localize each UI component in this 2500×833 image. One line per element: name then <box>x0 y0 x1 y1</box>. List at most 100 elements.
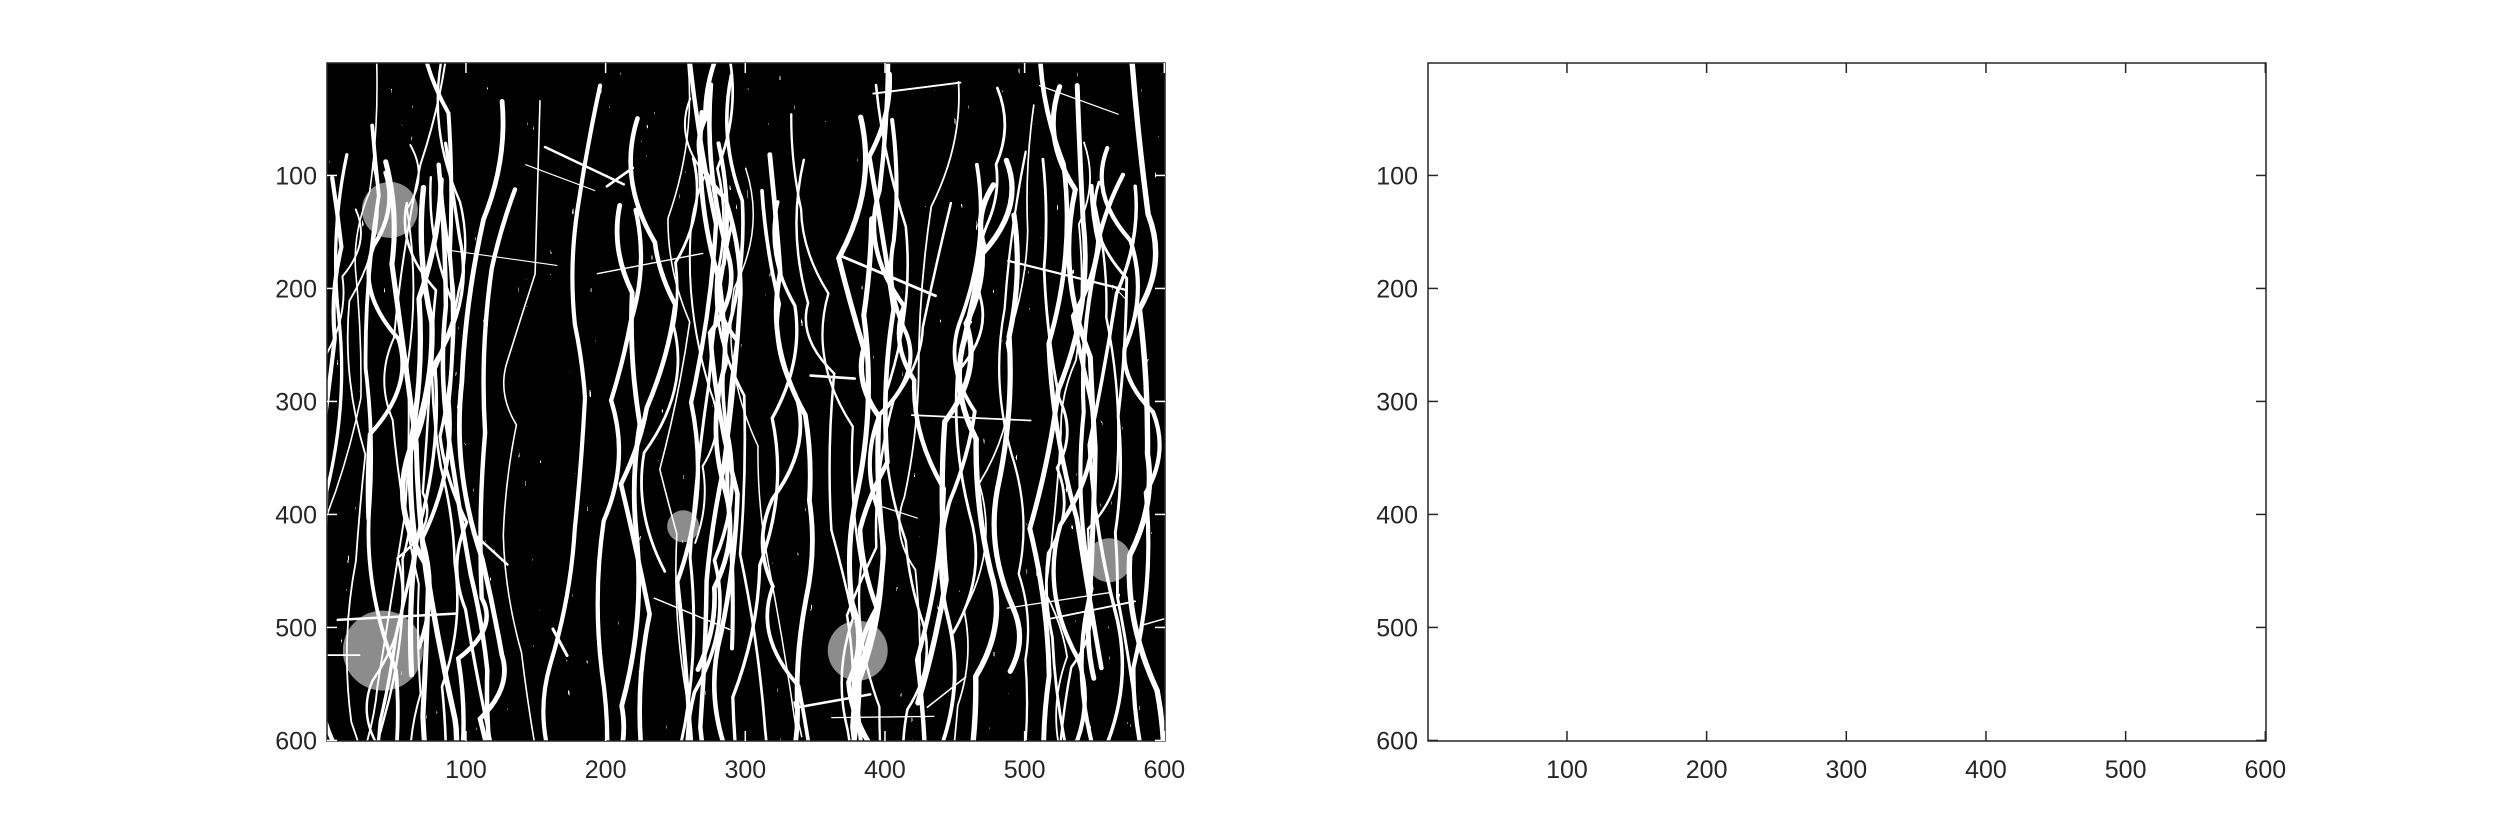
vessel-branch <box>809 374 856 380</box>
y-tick-label: 200 <box>1376 275 1418 303</box>
vessel-streak <box>1044 141 1091 741</box>
vessel-streak <box>938 162 983 741</box>
vessel-streak <box>851 71 897 741</box>
vessel-streak <box>1050 84 1098 681</box>
vessel-branch <box>1007 259 1128 292</box>
vessel-streak <box>327 175 344 741</box>
y-tick-label: 100 <box>1376 162 1418 190</box>
right-image-background <box>1428 63 2266 741</box>
vessel-streak <box>790 113 882 741</box>
vessel-streak <box>383 159 431 741</box>
vessel-streak <box>327 208 362 356</box>
y-tick-label: 400 <box>275 501 317 529</box>
vessel-branch <box>831 715 935 719</box>
right-x-axis: 100 200 300 400 500 600 <box>1546 63 2286 784</box>
vessel-streak <box>707 82 740 741</box>
vessel-streak <box>675 63 719 741</box>
vessel-streak <box>1093 180 1141 741</box>
vessel-branch <box>875 504 918 519</box>
vessel-branch <box>926 676 967 708</box>
y-tick-label: 300 <box>275 388 317 416</box>
vessel-streak <box>951 86 1007 634</box>
vessel-streak <box>679 222 733 741</box>
vessel-streak <box>767 152 815 741</box>
vessel-streak <box>345 163 380 741</box>
right-y-axis: 100 200 300 400 500 600 <box>1376 162 2266 755</box>
vessel-streak <box>457 99 507 741</box>
vessel-streak <box>614 203 643 741</box>
vessel-branch <box>551 627 569 658</box>
x-tick-label: 600 <box>1143 756 1185 784</box>
left-x-axis: 100 200 300 400 500 600 <box>445 63 1185 784</box>
y-tick-label: 300 <box>1376 388 1418 416</box>
vessel-streak <box>595 207 644 741</box>
x-tick-label: 200 <box>585 756 627 784</box>
vessel-streak <box>327 153 349 542</box>
vessel-branch <box>596 252 704 275</box>
vessel-branch <box>1139 617 1165 627</box>
vessel-branch <box>793 701 803 738</box>
vessel-branch <box>910 414 1032 422</box>
vessel-streak <box>874 83 929 741</box>
vessel-branch <box>525 164 596 192</box>
x-tick-label: 300 <box>724 756 766 784</box>
vessel-streak <box>845 201 953 741</box>
vessel-streak <box>383 63 447 741</box>
vessel-streak <box>998 150 1030 741</box>
vessel-branch <box>543 145 626 186</box>
vessel-streak <box>898 81 960 695</box>
vessel-streak <box>541 83 603 741</box>
y-tick-label: 600 <box>1376 727 1418 755</box>
x-tick-label: 500 <box>1004 756 1046 784</box>
x-tick-label: 300 <box>1825 756 1867 784</box>
y-tick-label: 500 <box>1376 614 1418 642</box>
x-tick-label: 200 <box>1686 756 1728 784</box>
vessel-streak <box>376 176 458 741</box>
left-panel: 100 200 300 400 500 600 100 200 300 400 500 600 <box>275 62 1185 784</box>
white-cluster <box>1087 538 1132 583</box>
y-tick-label: 100 <box>275 162 317 190</box>
vessel-streak <box>1087 184 1138 741</box>
vessel-streak <box>455 187 518 741</box>
vessel-branch <box>653 597 731 631</box>
y-tick-label: 200 <box>275 275 317 303</box>
x-tick-label: 400 <box>864 756 906 784</box>
white-cluster <box>827 620 888 681</box>
vessel-streak <box>1099 146 1162 741</box>
vessel-streak <box>403 201 459 741</box>
x-tick-label: 500 <box>2105 756 2147 784</box>
vessel-streak <box>1078 183 1102 741</box>
vessel-branch <box>1006 591 1113 609</box>
vessel-streak <box>1041 157 1069 741</box>
vessel-branch <box>444 249 558 266</box>
vessel-streak <box>618 116 678 741</box>
vessel-branch <box>1038 84 1119 115</box>
vessel-streak <box>683 97 718 544</box>
vessel-streaks <box>327 63 1165 741</box>
vessel-branch <box>471 531 509 566</box>
x-tick-label: 600 <box>2244 756 2286 784</box>
white-cluster <box>361 181 418 238</box>
vessel-streak <box>436 162 492 741</box>
vessel-streak <box>731 200 799 741</box>
y-tick-label: 500 <box>275 614 317 642</box>
vessel-streak <box>991 212 1023 674</box>
vessel-streak <box>956 182 1000 741</box>
vessel-branch <box>796 693 872 709</box>
vessel-streak <box>953 104 1035 741</box>
right-panel: 100 200 300 400 500 600 100 200 300 400 500 600 <box>1376 62 2286 784</box>
vessel-streak <box>1027 83 1088 741</box>
vessel-branch <box>872 81 962 95</box>
white-cluster <box>667 510 700 543</box>
vessel-streak <box>846 216 875 741</box>
x-tick-label: 100 <box>445 756 487 784</box>
vessel-streak <box>730 167 799 739</box>
y-tick-label: 400 <box>1376 501 1418 529</box>
vessel-branch <box>605 166 635 188</box>
left-y-axis: 100 200 300 400 500 600 <box>275 162 1165 755</box>
x-tick-label: 400 <box>1965 756 2007 784</box>
vessel-branch <box>839 254 937 298</box>
vessel-streak <box>502 100 541 741</box>
white-cluster <box>342 610 423 691</box>
